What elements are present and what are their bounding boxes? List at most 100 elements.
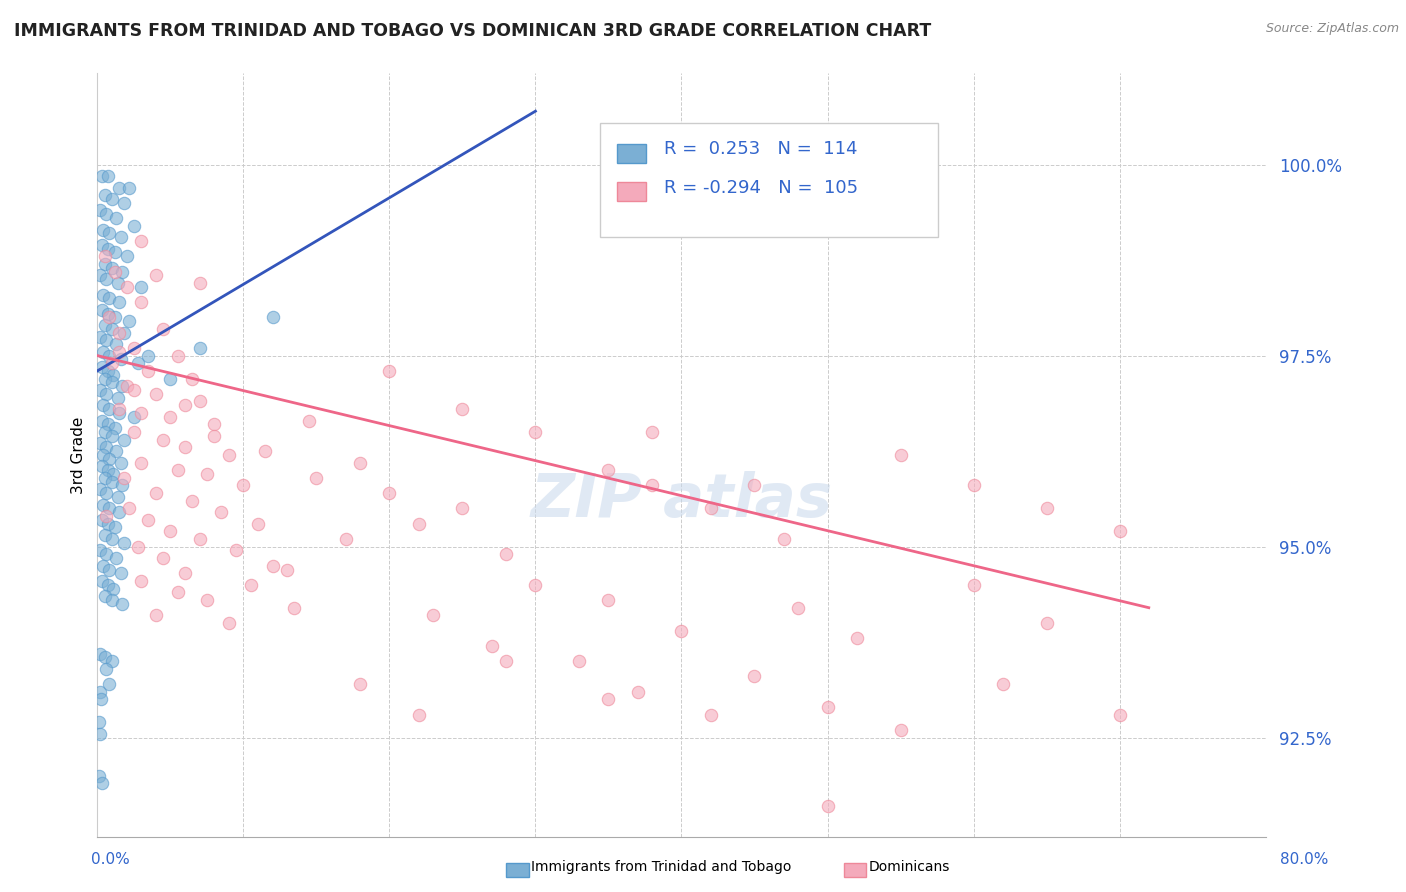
Point bbox=[98, 677, 121, 691]
Point bbox=[94, 334, 117, 348]
Point bbox=[91, 448, 114, 462]
Point bbox=[87, 715, 110, 730]
Point bbox=[127, 356, 149, 370]
Point bbox=[98, 227, 121, 241]
Point bbox=[115, 249, 138, 263]
Point bbox=[107, 490, 129, 504]
Point bbox=[91, 558, 114, 573]
Point bbox=[93, 528, 115, 542]
Point bbox=[991, 677, 1014, 691]
FancyBboxPatch shape bbox=[617, 144, 647, 162]
Point bbox=[111, 379, 134, 393]
Point bbox=[232, 478, 254, 492]
Point bbox=[101, 429, 124, 443]
Point bbox=[107, 391, 129, 405]
Point bbox=[89, 329, 111, 343]
Text: ZIP atlas: ZIP atlas bbox=[530, 471, 832, 530]
Point bbox=[115, 280, 138, 294]
Y-axis label: 3rd Grade: 3rd Grade bbox=[72, 417, 86, 493]
Point bbox=[103, 368, 125, 382]
Point bbox=[408, 516, 430, 531]
Point bbox=[1035, 501, 1057, 516]
Point bbox=[91, 287, 114, 301]
Point bbox=[568, 654, 591, 668]
Point bbox=[101, 654, 124, 668]
Point bbox=[195, 467, 218, 481]
Point bbox=[110, 352, 132, 367]
Point bbox=[129, 234, 152, 248]
Point bbox=[89, 268, 111, 283]
Point bbox=[112, 535, 135, 549]
Point bbox=[1035, 615, 1057, 630]
Point bbox=[90, 692, 112, 706]
Point bbox=[174, 566, 197, 581]
Point bbox=[98, 310, 121, 325]
Point bbox=[817, 700, 839, 714]
Point bbox=[93, 371, 115, 385]
Text: R = -0.294   N =  105: R = -0.294 N = 105 bbox=[664, 178, 858, 196]
Point bbox=[90, 513, 112, 527]
Point bbox=[181, 493, 204, 508]
Point bbox=[598, 463, 620, 477]
Point bbox=[188, 532, 211, 546]
Point bbox=[90, 237, 112, 252]
Point bbox=[166, 585, 188, 599]
Point bbox=[87, 769, 110, 783]
Point bbox=[104, 310, 127, 325]
Point bbox=[93, 471, 115, 485]
Point bbox=[108, 326, 131, 340]
Point bbox=[524, 425, 547, 439]
Point bbox=[105, 211, 128, 226]
Point bbox=[89, 543, 111, 558]
Point bbox=[90, 574, 112, 588]
Point bbox=[94, 440, 117, 454]
Point bbox=[145, 268, 167, 283]
Point bbox=[90, 302, 112, 317]
Point bbox=[378, 364, 401, 378]
Point bbox=[152, 322, 174, 336]
Point bbox=[98, 501, 121, 516]
Point bbox=[122, 425, 145, 439]
Point bbox=[744, 478, 766, 492]
Point bbox=[90, 459, 112, 474]
Point bbox=[104, 264, 127, 278]
Point bbox=[89, 203, 111, 218]
Point bbox=[598, 692, 620, 706]
Point bbox=[218, 615, 240, 630]
Point bbox=[181, 371, 204, 385]
Point bbox=[159, 409, 181, 424]
Point bbox=[111, 264, 134, 278]
Point bbox=[103, 467, 125, 481]
Point bbox=[145, 386, 167, 401]
Point bbox=[89, 483, 111, 497]
Point bbox=[108, 402, 131, 417]
Point bbox=[98, 402, 121, 417]
Point bbox=[108, 295, 131, 310]
Point bbox=[93, 589, 115, 603]
Point bbox=[112, 471, 135, 485]
Point bbox=[97, 463, 120, 477]
Point bbox=[108, 344, 131, 359]
Point bbox=[152, 433, 174, 447]
Point bbox=[94, 272, 117, 286]
Text: Source: ZipAtlas.com: Source: ZipAtlas.com bbox=[1265, 22, 1399, 36]
Point bbox=[481, 639, 503, 653]
Point bbox=[254, 444, 277, 458]
Text: Dominicans: Dominicans bbox=[869, 860, 950, 874]
Point bbox=[145, 486, 167, 500]
Point bbox=[101, 593, 124, 607]
Point bbox=[202, 417, 225, 432]
Point bbox=[188, 341, 211, 355]
Point bbox=[97, 364, 120, 378]
Point bbox=[262, 558, 284, 573]
Point bbox=[115, 379, 138, 393]
Point bbox=[110, 566, 132, 581]
Point bbox=[772, 532, 794, 546]
Point bbox=[129, 406, 152, 420]
FancyBboxPatch shape bbox=[600, 122, 938, 237]
Point bbox=[211, 505, 233, 519]
Point bbox=[93, 188, 115, 202]
Point bbox=[1108, 524, 1130, 539]
Point bbox=[129, 280, 152, 294]
Point bbox=[111, 597, 134, 611]
